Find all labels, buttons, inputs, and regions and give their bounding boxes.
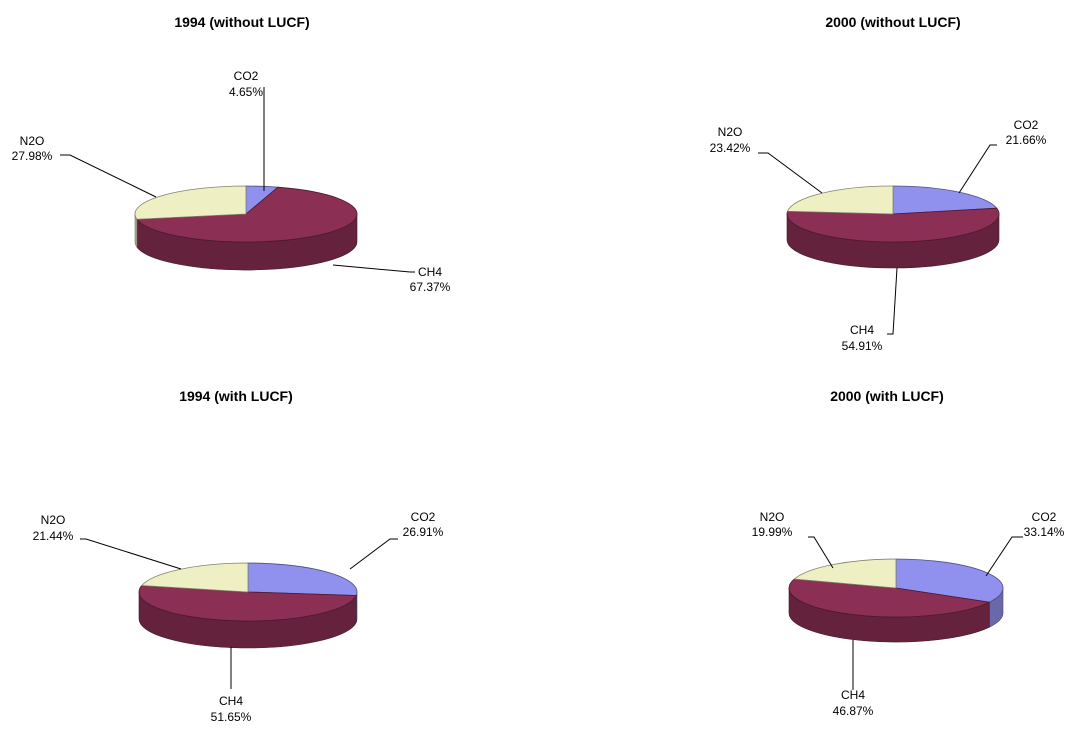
slice-label-value: 26.91% — [403, 525, 444, 539]
label-ch4: CH4 46.87% — [833, 640, 874, 718]
slice-label-value: 21.44% — [33, 529, 74, 543]
slice-label-name: N2O — [718, 125, 743, 139]
label-co2: CO2 21.66% — [958, 118, 1047, 194]
leader-line — [80, 538, 182, 570]
pie-slice-co2 — [247, 562, 358, 596]
slice-label-name: CO2 — [234, 69, 259, 83]
label-co2: CO2 4.65% — [229, 69, 265, 191]
pie-body — [788, 558, 1004, 643]
pie-slice-ch4 — [138, 585, 357, 622]
pie-slice-ch4 — [788, 578, 991, 618]
pie-chart-1994-with-lucf: 1994 (with LUCF) CO2 26.91% CH4 51.65% N… — [33, 388, 444, 724]
label-ch4: CH4 67.37% — [332, 264, 451, 294]
slice-label-name: N2O — [760, 510, 785, 524]
leader-line — [887, 267, 898, 335]
pie-body — [134, 185, 358, 271]
chart-title: 1994 (without LUCF) — [174, 14, 309, 30]
label-n2o: N2O 27.98% — [12, 134, 157, 198]
label-co2: CO2 33.14% — [985, 510, 1065, 577]
leader-line — [808, 536, 834, 569]
chart-title: 1994 (with LUCF) — [179, 388, 293, 404]
pie-body — [786, 185, 1000, 269]
slice-label-name: N2O — [20, 134, 45, 148]
pie-chart-1994-without-lucf: 1994 (without LUCF) CO2 4.65% CH4 67.37%… — [12, 14, 451, 294]
leader-line — [958, 144, 997, 194]
slice-label-name: CH4 — [841, 688, 865, 702]
label-n2o: N2O 19.99% — [752, 510, 834, 569]
slice-label-value: 51.65% — [211, 710, 252, 724]
leader-line — [758, 152, 823, 194]
pie-slice-n2o — [140, 562, 249, 593]
leader-line — [349, 538, 398, 570]
label-n2o: N2O 21.44% — [33, 513, 182, 570]
slice-label-name: N2O — [41, 513, 66, 527]
leader-line — [332, 264, 415, 273]
pie-chart-2000-without-lucf: 2000 (without LUCF) CO2 21.66% CH4 54.91… — [710, 14, 1047, 353]
slice-label-value: 46.87% — [833, 704, 874, 718]
slice-label-value: 54.91% — [842, 339, 883, 353]
slice-label-value: 67.37% — [410, 280, 451, 294]
label-ch4: CH4 51.65% — [211, 647, 252, 724]
pie-slice-ch4 — [136, 186, 358, 243]
slice-label-value: 4.65% — [229, 85, 263, 99]
pie-slice-ch4 — [786, 207, 1000, 243]
slice-label-value: 23.42% — [710, 141, 751, 155]
label-n2o: N2O 23.42% — [710, 125, 823, 194]
pie-slice-n2o — [793, 558, 897, 589]
leader-line — [985, 536, 1023, 577]
label-co2: CO2 26.91% — [349, 510, 444, 570]
label-ch4: CH4 54.91% — [842, 267, 898, 353]
slice-label-name: CO2 — [1014, 118, 1039, 132]
slice-label-name: CH4 — [418, 265, 442, 279]
slice-label-value: 19.99% — [752, 525, 793, 539]
slice-label-name: CH4 — [850, 323, 874, 337]
chart-title: 2000 (with LUCF) — [830, 388, 944, 404]
slice-label-value: 21.66% — [1006, 133, 1047, 147]
pie-slice-n2o — [786, 185, 894, 215]
slice-label-value: 33.14% — [1024, 525, 1065, 539]
slice-label-value: 27.98% — [12, 149, 53, 163]
slice-label-name: CO2 — [411, 510, 436, 524]
pie-slice-n2o — [134, 185, 247, 220]
slice-label-name: CH4 — [219, 694, 243, 708]
chart-title: 2000 (without LUCF) — [825, 14, 960, 30]
leader-line — [60, 154, 157, 198]
pie-body — [138, 562, 358, 649]
pie-chart-2000-with-lucf: 2000 (with LUCF) CO2 33.14% CH4 46.87% N… — [752, 388, 1065, 718]
slice-label-name: CO2 — [1032, 510, 1057, 524]
